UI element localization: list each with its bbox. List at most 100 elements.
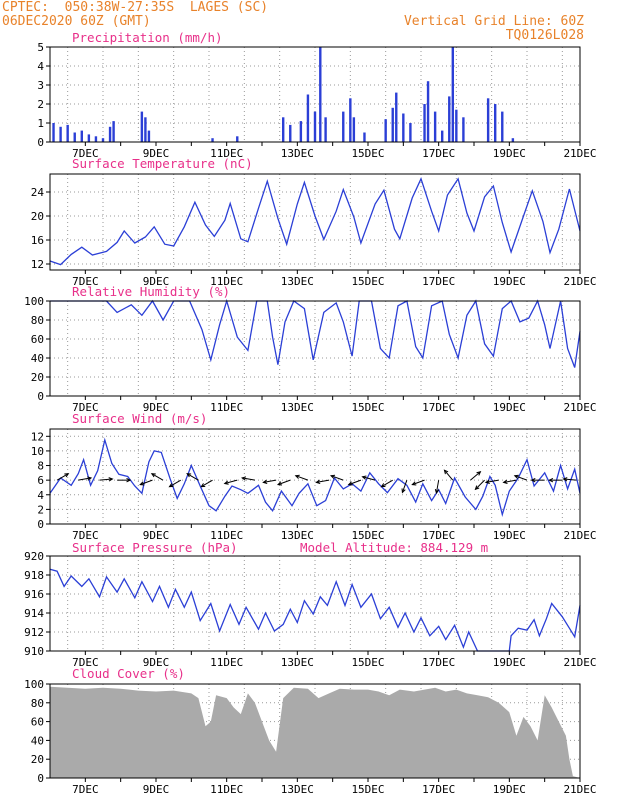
series-line	[49, 177, 581, 266]
y-tick-label: 912	[24, 626, 44, 639]
y-tick-label: 918	[24, 569, 44, 582]
precip-bar	[313, 111, 317, 142]
y-tick-label: 16	[31, 234, 44, 247]
wind-vector	[470, 471, 481, 481]
y-tick-label: 0	[37, 390, 44, 403]
precip-bar	[462, 117, 465, 142]
x-tick-label: 15DEC	[351, 401, 384, 414]
precip-bar	[395, 92, 398, 142]
wind-vector	[224, 479, 238, 485]
wind-arrowhead	[200, 483, 206, 488]
x-tick-label: 11DEC	[210, 656, 243, 669]
y-tick-label: 8	[37, 460, 44, 473]
x-tick-label: 13DEC	[281, 783, 314, 796]
wind-vector	[435, 480, 440, 494]
wind-vector	[151, 473, 164, 481]
wind-arrowhead	[223, 480, 229, 485]
x-tick-label: 7DEC	[72, 147, 99, 160]
y-tick-label: 914	[24, 607, 44, 620]
precip-bar	[511, 138, 515, 142]
header-model-id: TQ0126L028	[505, 28, 584, 43]
precip-bar	[144, 117, 147, 142]
x-tick-label: 9DEC	[143, 147, 170, 160]
precip-bar	[349, 98, 352, 142]
x-tick-label: 11DEC	[210, 783, 243, 796]
x-tick-label: 19DEC	[493, 656, 526, 669]
precip-bar	[236, 136, 239, 142]
wind-vector	[563, 478, 577, 481]
x-tick-label: 9DEC	[143, 656, 170, 669]
y-tick-label: 20	[31, 371, 44, 384]
x-tick-label: 11DEC	[210, 275, 243, 288]
series-line	[49, 568, 581, 652]
wind-vector	[485, 479, 499, 483]
x-tick-label: 21DEC	[563, 401, 596, 414]
x-tick-label: 11DEC	[210, 147, 243, 160]
y-tick-label: 24	[31, 186, 45, 199]
header-grid-line: Vertical Grid Line: 60Z	[403, 14, 584, 29]
precip-bar	[211, 138, 214, 142]
wind-arrowhead	[513, 474, 519, 479]
x-tick-label: 11DEC	[210, 401, 243, 414]
precip-bar	[363, 132, 366, 142]
precip-bar	[87, 134, 91, 142]
y-tick-label: 3	[37, 79, 44, 92]
x-tick-label: 17DEC	[422, 656, 455, 669]
y-tick-label: 0	[37, 518, 44, 531]
x-tick-label: 21DEC	[563, 783, 596, 796]
x-tick-label: 7DEC	[72, 783, 99, 796]
precip-bar	[391, 107, 394, 142]
wind-arrowhead	[502, 479, 508, 484]
wind-arrowhead	[294, 474, 300, 479]
wind-vector	[263, 479, 277, 483]
wind-arrowhead	[139, 481, 145, 486]
precip-title: Precipitation (mm/h)	[72, 30, 223, 45]
wind-vector	[316, 479, 330, 483]
precip-bar	[306, 94, 310, 142]
precip-bar	[101, 138, 105, 142]
precip-bar	[423, 104, 426, 142]
x-tick-label: 15DEC	[351, 147, 384, 160]
precip-bar	[282, 117, 285, 142]
y-tick-label: 100	[24, 678, 44, 691]
temp-title: Surface Temperature (nC)	[72, 156, 253, 171]
precip-bar	[299, 121, 303, 142]
cloud-cover-area	[50, 686, 580, 778]
precip-bar	[73, 132, 76, 142]
y-tick-label: 920	[24, 550, 44, 563]
wind-vector	[475, 479, 485, 490]
x-tick-label: 21DEC	[563, 529, 596, 542]
precip-bar	[80, 130, 83, 142]
x-tick-label: 19DEC	[493, 275, 526, 288]
precip-bar	[455, 109, 458, 142]
y-tick-label: 10	[31, 445, 44, 458]
wind-arrowhead	[186, 473, 192, 478]
y-tick-label: 4	[37, 489, 44, 502]
wind-arrowhead	[474, 485, 480, 491]
wind-vector	[140, 479, 153, 486]
precip-bar	[319, 47, 322, 142]
y-tick-label: 80	[31, 697, 44, 710]
wind-arrowhead	[168, 483, 174, 488]
series-line	[49, 437, 581, 517]
panel-frame	[49, 428, 581, 525]
wind-vector	[78, 477, 92, 481]
wind-arrowhead	[476, 471, 482, 476]
precip-bar	[441, 130, 444, 142]
wind-arrowhead	[562, 477, 568, 482]
humidity-title: Relative Humidity (%)	[72, 284, 231, 299]
precip-bar	[147, 130, 151, 142]
wind-arrowhead	[411, 481, 417, 486]
x-tick-label: 19DEC	[493, 783, 526, 796]
y-tick-label: 6	[37, 474, 44, 487]
x-tick-label: 19DEC	[493, 147, 526, 160]
wind-arrowhead	[361, 475, 367, 480]
wind-arrowhead	[329, 474, 336, 479]
precip-bar	[66, 124, 69, 142]
precip-bar	[140, 111, 144, 142]
x-tick-label: 15DEC	[351, 529, 384, 542]
x-tick-label: 17DEC	[422, 275, 455, 288]
x-tick-label: 11DEC	[210, 529, 243, 542]
precip-bar	[486, 98, 490, 142]
wind-arrowhead	[434, 488, 440, 495]
